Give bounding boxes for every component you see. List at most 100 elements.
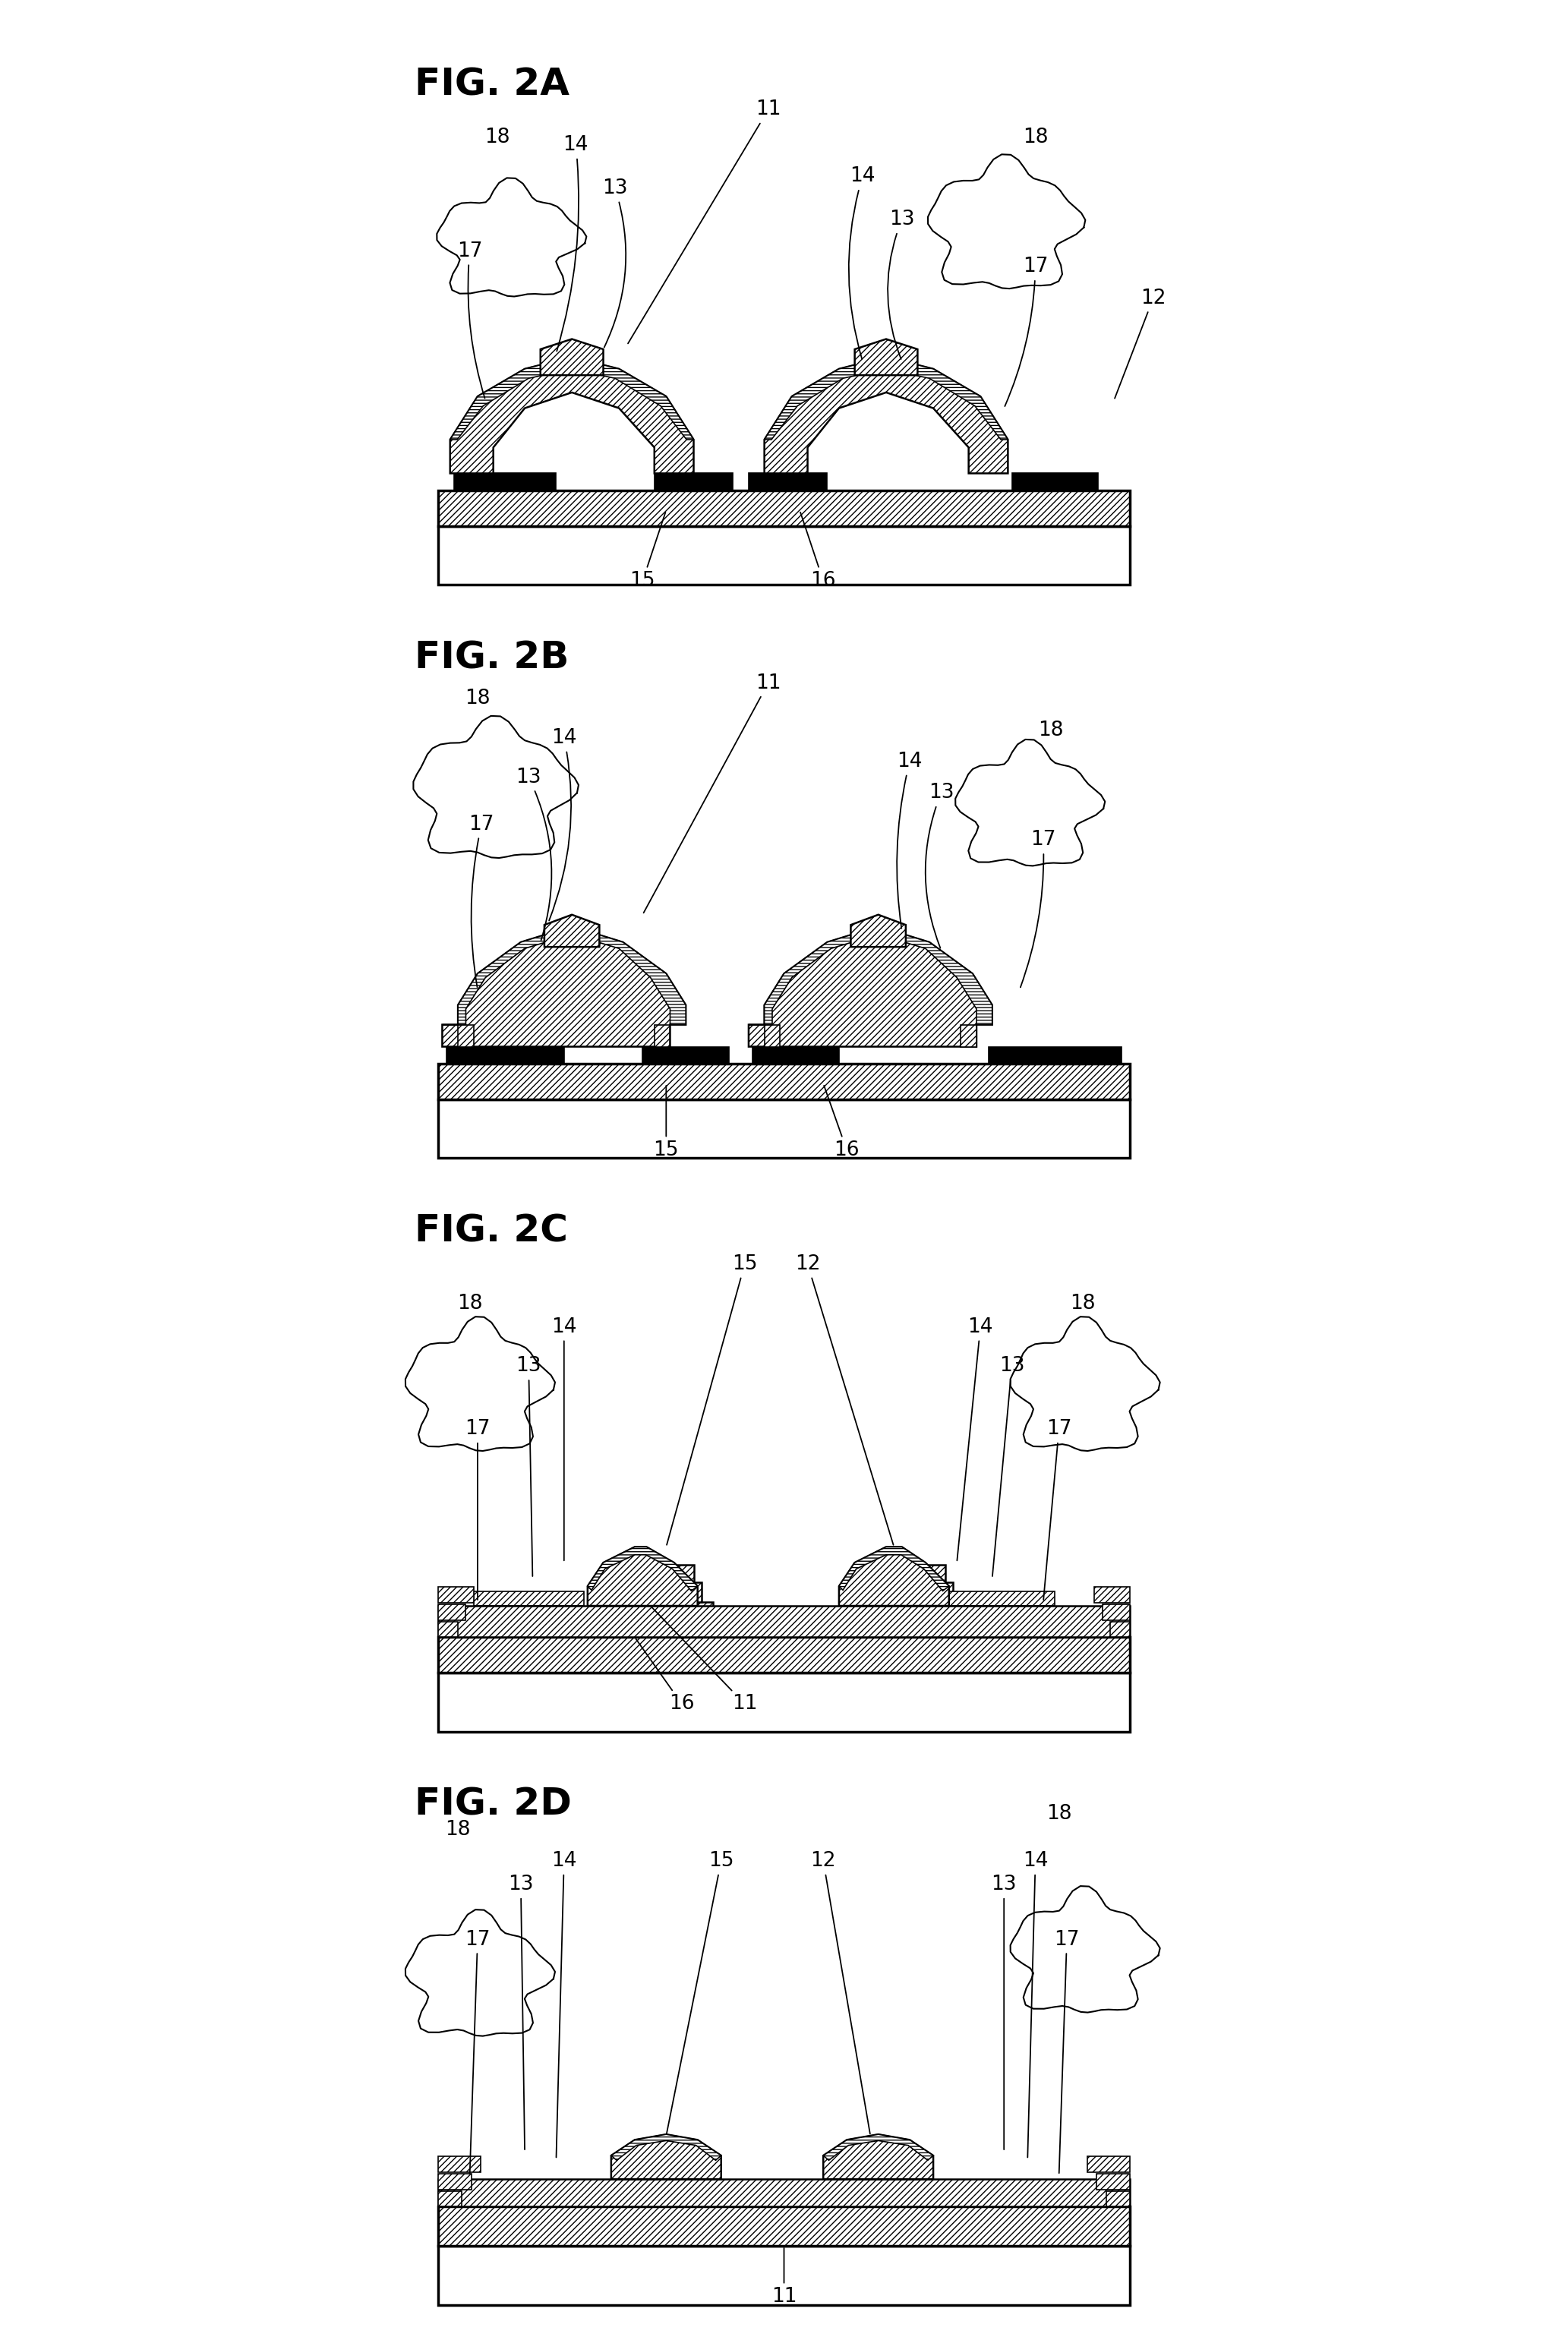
Text: 17: 17 — [1054, 1930, 1079, 2174]
Polygon shape — [612, 2134, 721, 2160]
Text: 15: 15 — [666, 1254, 757, 1544]
Bar — [439, 526, 1129, 585]
Bar — [439, 1587, 474, 1603]
Text: 17: 17 — [456, 241, 485, 398]
Text: 15: 15 — [630, 512, 665, 592]
Text: 16: 16 — [800, 512, 836, 592]
Polygon shape — [839, 1547, 949, 1591]
Polygon shape — [764, 1025, 779, 1046]
Text: 13: 13 — [602, 178, 627, 346]
Bar — [1096, 2174, 1129, 2190]
Polygon shape — [458, 1025, 474, 1046]
Text: 17: 17 — [469, 814, 494, 987]
Polygon shape — [961, 1025, 977, 1046]
Bar — [439, 2157, 481, 2172]
Bar — [442, 1624, 560, 1638]
Polygon shape — [855, 339, 917, 374]
Bar — [1105, 2190, 1129, 2207]
Polygon shape — [823, 2134, 933, 2160]
Polygon shape — [544, 915, 599, 948]
Text: 15: 15 — [666, 1851, 734, 2134]
Text: 14: 14 — [552, 1317, 577, 1561]
Text: 14: 14 — [848, 166, 875, 358]
Text: 12: 12 — [795, 1254, 894, 1544]
Bar — [596, 1603, 713, 1638]
Polygon shape — [588, 1547, 698, 1605]
Bar — [439, 1638, 1129, 1673]
Text: 18: 18 — [485, 126, 510, 147]
Text: 12: 12 — [1115, 288, 1167, 398]
Text: 13: 13 — [993, 1357, 1024, 1577]
Bar — [1110, 1622, 1129, 1638]
Polygon shape — [541, 339, 604, 374]
Bar — [439, 1605, 466, 1619]
Text: 13: 13 — [925, 784, 953, 948]
Bar — [1094, 1587, 1129, 1603]
Text: 18: 18 — [464, 688, 491, 709]
Text: 13: 13 — [508, 1874, 533, 2150]
Polygon shape — [823, 2134, 933, 2179]
Polygon shape — [764, 358, 1008, 440]
Bar — [458, 1608, 572, 1622]
Bar — [643, 1046, 729, 1065]
Text: 18: 18 — [445, 1821, 470, 1839]
Polygon shape — [450, 358, 693, 473]
Bar — [439, 1100, 1129, 1158]
Text: 11: 11 — [643, 674, 781, 913]
Text: 13: 13 — [887, 211, 914, 358]
Text: FIG. 2D: FIG. 2D — [416, 1785, 572, 1823]
Bar — [946, 1591, 1055, 1605]
Bar — [748, 473, 828, 491]
Text: 14: 14 — [1022, 1851, 1047, 2157]
Bar — [439, 1605, 1129, 1638]
Bar — [439, 491, 1129, 526]
Bar — [439, 1673, 1129, 1732]
Text: 13: 13 — [516, 768, 552, 941]
Text: 17: 17 — [1005, 257, 1047, 407]
Text: 17: 17 — [1021, 831, 1055, 987]
Bar — [753, 1046, 839, 1065]
Polygon shape — [764, 358, 1008, 473]
Bar — [439, 2207, 1129, 2246]
Text: 11: 11 — [652, 1608, 757, 1713]
Bar — [956, 1608, 1071, 1622]
Polygon shape — [442, 927, 685, 1046]
Polygon shape — [588, 1547, 698, 1591]
Bar — [439, 1065, 1129, 1100]
Text: 13: 13 — [991, 1874, 1016, 2150]
Bar — [439, 2246, 1129, 2305]
Text: FIG. 2A: FIG. 2A — [416, 66, 569, 103]
Text: FIG. 2B: FIG. 2B — [416, 639, 569, 676]
Text: FIG. 2C: FIG. 2C — [416, 1212, 568, 1250]
Polygon shape — [839, 1547, 949, 1605]
Bar — [607, 1565, 693, 1582]
Polygon shape — [654, 1025, 670, 1046]
Bar — [988, 1046, 1121, 1065]
Text: 15: 15 — [654, 1086, 679, 1161]
Polygon shape — [748, 927, 993, 1046]
Text: 14: 14 — [549, 728, 577, 920]
Polygon shape — [442, 927, 685, 1025]
Bar — [847, 1603, 964, 1638]
Polygon shape — [851, 915, 906, 948]
Bar — [859, 1565, 946, 1582]
Bar — [654, 473, 732, 491]
Bar — [851, 1582, 953, 1603]
Text: 18: 18 — [1038, 721, 1063, 739]
Text: 16: 16 — [637, 1638, 695, 1713]
Bar — [455, 473, 557, 491]
Text: 17: 17 — [464, 1418, 491, 1601]
Text: 17: 17 — [464, 1930, 491, 2174]
Bar — [439, 2190, 463, 2207]
Text: 14: 14 — [557, 136, 588, 351]
Text: 14: 14 — [897, 751, 922, 929]
Text: 18: 18 — [456, 1294, 483, 1313]
Polygon shape — [748, 927, 993, 1025]
Polygon shape — [612, 2134, 721, 2179]
Text: 18: 18 — [1022, 126, 1047, 147]
Text: 17: 17 — [1043, 1418, 1071, 1601]
Bar — [599, 1582, 701, 1603]
Text: 14: 14 — [552, 1851, 577, 2157]
Text: 18: 18 — [1046, 1804, 1071, 1823]
Text: 14: 14 — [956, 1317, 993, 1561]
